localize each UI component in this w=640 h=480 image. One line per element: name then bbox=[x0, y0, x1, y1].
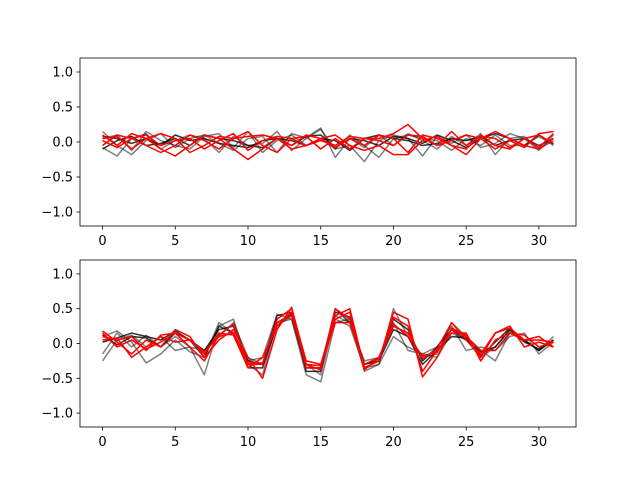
x-tick-label: 0 bbox=[98, 435, 106, 450]
x-tick-label: 5 bbox=[171, 435, 179, 450]
y-tick-label: 0.0 bbox=[52, 136, 73, 151]
y-tick-label: 0.5 bbox=[52, 101, 73, 116]
plot-panel-1: 0 5 10 15 20 25 30 −1.0 −0.5 0.0 0.5 1.0 bbox=[41, 57, 577, 249]
x-tick-label: 10 bbox=[240, 435, 257, 450]
series-line-9 bbox=[102, 130, 554, 152]
y-tick-label: −1.0 bbox=[41, 407, 73, 422]
x-tick-label: 30 bbox=[531, 435, 548, 450]
series-group bbox=[102, 123, 554, 163]
x-tick-label: 30 bbox=[531, 234, 548, 249]
x-tick-label: 25 bbox=[458, 435, 475, 450]
series-line-9 bbox=[102, 314, 554, 367]
series-line-4 bbox=[102, 132, 554, 149]
y-tick-label: 0.0 bbox=[52, 337, 73, 352]
x-tick-label: 15 bbox=[312, 435, 329, 450]
y-tick-label: −0.5 bbox=[41, 171, 73, 186]
y-tick-label: 1.0 bbox=[52, 66, 73, 81]
series-line-7 bbox=[102, 307, 554, 373]
x-tick-label: 5 bbox=[171, 234, 179, 249]
y-tick-label: 1.0 bbox=[52, 267, 73, 282]
y-tick-label: −1.0 bbox=[41, 206, 73, 221]
x-tick-label: 0 bbox=[98, 234, 106, 249]
y-tick-label: 0.5 bbox=[52, 302, 73, 317]
series-line-8 bbox=[102, 130, 554, 156]
plot-panel-2: 0 5 10 15 20 25 30 −1.0 −0.5 0.0 0.5 1.0 bbox=[41, 259, 577, 450]
x-tick-label: 25 bbox=[458, 234, 475, 249]
x-tick-label: 20 bbox=[385, 435, 402, 450]
x-tick-label: 10 bbox=[240, 234, 257, 249]
x-tick-label: 15 bbox=[312, 234, 329, 249]
x-tick-label: 20 bbox=[385, 234, 402, 249]
y-tick-label: −0.5 bbox=[41, 372, 73, 387]
series-group bbox=[101, 306, 554, 383]
